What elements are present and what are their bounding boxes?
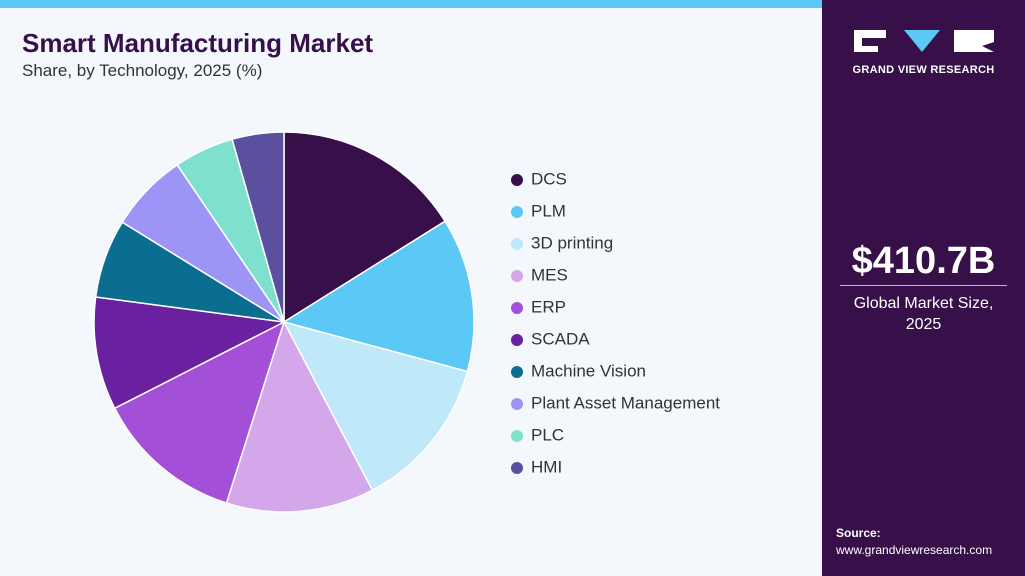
legend-label: Machine Vision [531, 361, 646, 380]
pie-slice [283, 131, 447, 324]
legend-marker [511, 174, 523, 186]
legend-label: ERP [531, 297, 566, 316]
legend-label: HMI [531, 457, 562, 476]
legend-marker [511, 366, 523, 378]
chart-subtitle: Share, by Technology, 2025 (%) [22, 61, 263, 80]
pie-slice [282, 320, 469, 492]
legend-marker [511, 238, 523, 250]
logo [854, 30, 994, 52]
pie-slice [282, 220, 475, 373]
legend-label: Plant Asset Management [531, 393, 720, 412]
legend-label: DCS [531, 169, 567, 188]
legend-marker [511, 206, 523, 218]
pie-slice [93, 296, 287, 410]
brand: GRAND VIEW RESEARCH [852, 64, 995, 76]
legend-marker [511, 334, 523, 346]
source-url: www.grandviewresearch.com [836, 543, 993, 557]
legend-marker [511, 430, 523, 442]
legend-marker [511, 270, 523, 282]
legend-marker [511, 302, 523, 314]
chart: DCS PLM 3D printing MES ERP SCADA Machine Visi… [93, 131, 720, 513]
market-size: $410.7B [851, 240, 996, 282]
legend-marker [511, 462, 523, 474]
top-strip [0, 0, 822, 8]
market-size-label: Global Market Size, 2025 [853, 295, 994, 333]
legend-label: 3D printing [531, 233, 613, 252]
legend-label: PLC [531, 425, 564, 444]
pie-slice [225, 320, 374, 513]
chart-title: Smart Manufacturing Market [22, 28, 374, 58]
divider [840, 285, 1007, 286]
legend-label: PLM [531, 201, 566, 220]
legend-label: SCADA [531, 329, 590, 348]
legend-label: MES [531, 265, 568, 284]
side-panel: GRAND VIEW RESEARCH $410.7B Global Marke… [822, 0, 1025, 576]
pie-slice [113, 320, 286, 505]
pie-slice [231, 131, 285, 323]
legend-marker [511, 398, 523, 410]
source-label: Source: [836, 526, 881, 540]
